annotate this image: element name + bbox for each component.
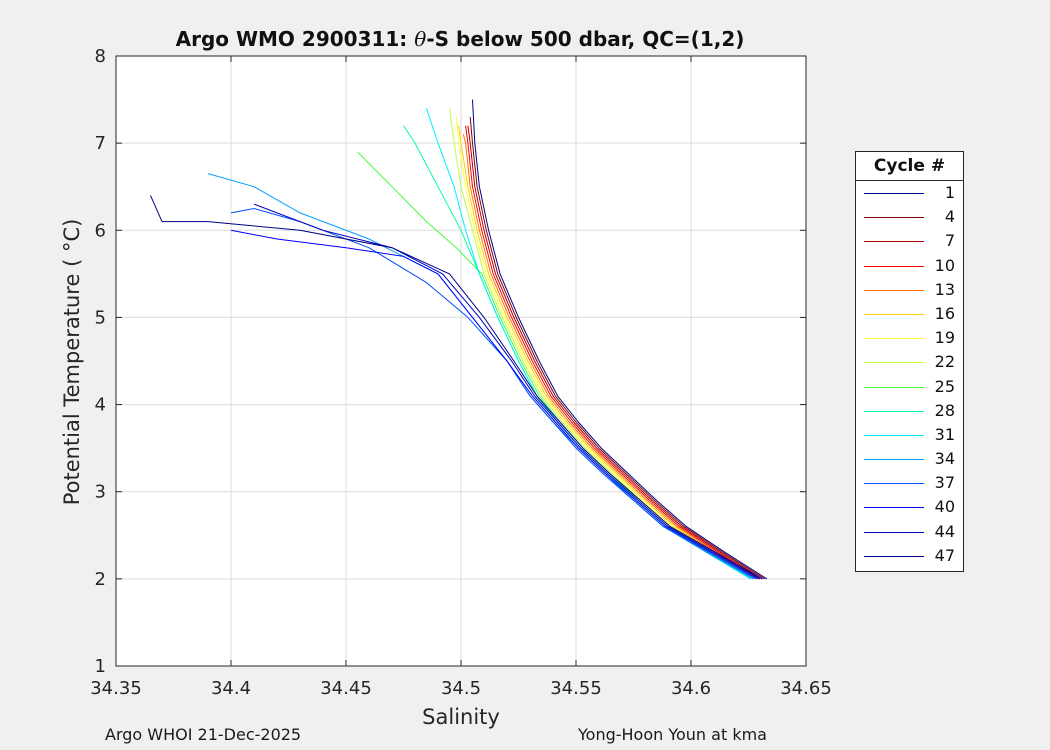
y-tick-label: 4 [95, 395, 106, 416]
legend-swatch [864, 362, 924, 364]
legend-label: 37 [934, 473, 955, 493]
footer-credit-left: Argo WHOI 21-Dec-2025 [105, 725, 302, 744]
legend-entry-cycle-34: 34 [856, 447, 963, 471]
x-axis-label: Salinity [422, 705, 500, 729]
chart-title: Argo WMO 2900311: θ-S below 500 dbar, QC… [176, 27, 745, 51]
legend-swatch [864, 338, 924, 340]
series-line-cycle-1 [472, 99, 768, 580]
legend-swatch [864, 483, 924, 485]
legend-entry-cycle-7: 7 [856, 229, 963, 253]
series-layer [150, 99, 768, 580]
y-tick-label: 3 [95, 482, 106, 503]
legend-label: 19 [934, 328, 955, 348]
legend-label: 34 [934, 449, 955, 469]
legend-swatch [864, 217, 924, 219]
y-tick-label: 8 [95, 46, 106, 67]
legend-label: 4 [944, 207, 955, 227]
legend-swatch [864, 410, 924, 412]
legend-label: 13 [934, 279, 955, 299]
footer-credit-right: Yong-Hoon Youn at kma [578, 725, 767, 744]
legend-swatch [864, 507, 924, 509]
legend: Cycle # 1 4 7 10 13 16 19 22 25 28 31 34 37 40 44 47 [855, 151, 964, 572]
series-line-cycle-47 [150, 195, 763, 580]
series-line-cycle-10 [465, 125, 761, 580]
legend-swatch [864, 241, 924, 243]
legend-label: 7 [944, 231, 955, 251]
legend-swatch [864, 459, 924, 461]
legend-swatch [864, 386, 924, 388]
legend-label: 25 [934, 376, 955, 396]
legend-entry-cycle-47: 47 [856, 544, 963, 568]
x-tick-label: 34.6 [671, 678, 711, 699]
y-tick-label: 5 [95, 307, 106, 328]
legend-swatch [864, 289, 924, 291]
legend-label: 10 [934, 255, 955, 275]
legend-entry-cycle-1: 1 [856, 181, 963, 205]
legend-entry-cycle-28: 28 [856, 399, 963, 423]
axis-ticks: 34.35 34.4 34.45 34.5 34.55 34.6 34.65 1 2 3 4 5 6 7 8 [90, 46, 832, 699]
legend-entry-cycle-37: 37 [856, 471, 963, 495]
legend-label: 22 [934, 352, 955, 372]
legend-swatch [864, 555, 924, 557]
y-tick-label: 7 [95, 133, 106, 154]
legend-entry-cycle-44: 44 [856, 520, 963, 544]
legend-entry-cycle-40: 40 [856, 495, 963, 519]
x-tick-label: 34.45 [320, 678, 372, 699]
y-axis-label: Potential Temperature ( °C) [60, 219, 84, 506]
legend-entry-cycle-25: 25 [856, 375, 963, 399]
series-line-cycle-13 [462, 134, 758, 580]
x-tick-label: 34.4 [211, 678, 251, 699]
legend-label: 47 [934, 545, 955, 565]
x-tick-label: 34.35 [90, 678, 142, 699]
legend-swatch [864, 434, 924, 436]
legend-entry-cycle-22: 22 [856, 350, 963, 374]
legend-entry-cycle-10: 10 [856, 254, 963, 278]
legend-entry-cycle-16: 16 [856, 302, 963, 326]
series-line-cycle-7 [467, 125, 763, 580]
y-tick-label: 2 [95, 569, 106, 590]
legend-entry-cycle-13: 13 [856, 278, 963, 302]
series-line-cycle-16 [458, 125, 758, 580]
legend-label: 40 [934, 497, 955, 517]
title-theta-symbol: θ [414, 27, 426, 51]
legend-swatch [864, 193, 924, 194]
x-tick-label: 34.65 [780, 678, 832, 699]
legend-swatch [864, 531, 924, 533]
legend-swatch [864, 265, 924, 267]
legend-label: 44 [934, 521, 955, 541]
legend-entry-cycle-4: 4 [856, 205, 963, 229]
legend-label: 31 [934, 424, 955, 444]
legend-label: 16 [934, 303, 955, 323]
legend-entry-cycle-19: 19 [856, 326, 963, 350]
legend-rows: 1 4 7 10 13 16 19 22 25 28 31 34 37 40 44 47 [856, 181, 963, 568]
title-part-3: -S below 500 dbar, QC=(1,2) [426, 27, 744, 51]
series-line-cycle-4 [469, 116, 765, 580]
legend-swatch [864, 313, 924, 315]
title-part-1: Argo WMO 2900311: [176, 27, 415, 51]
series-line-cycle-44 [253, 203, 761, 580]
y-tick-label: 1 [95, 656, 106, 677]
x-tick-label: 34.55 [550, 678, 602, 699]
legend-label: 1 [944, 183, 955, 202]
y-tick-label: 6 [95, 220, 106, 241]
x-tick-label: 34.5 [441, 678, 481, 699]
legend-title: Cycle # [856, 152, 963, 181]
legend-label: 28 [934, 400, 955, 420]
series-line-cycle-19 [455, 116, 756, 580]
series-line-cycle-40 [230, 229, 758, 580]
legend-entry-cycle-31: 31 [856, 423, 963, 447]
